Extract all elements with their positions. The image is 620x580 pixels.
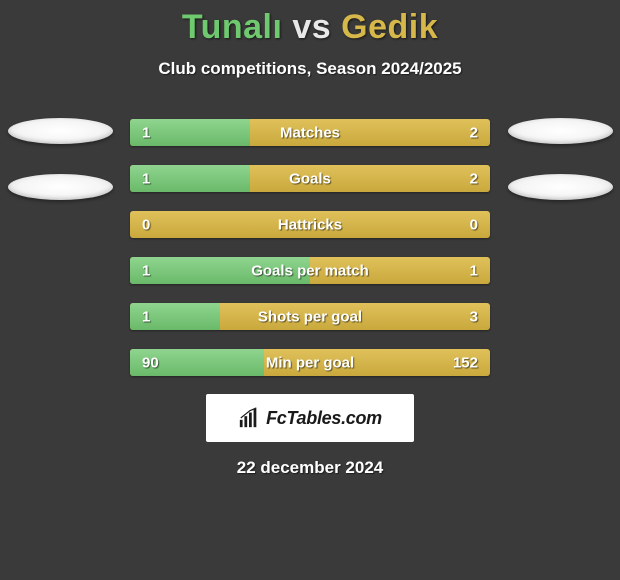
fctables-logo-icon — [238, 407, 260, 429]
stat-label: Goals — [289, 170, 331, 187]
branding-text: FcTables.com — [266, 408, 382, 429]
stat-row: 0 Hattricks 0 — [130, 211, 490, 238]
stat-row: 1 Matches 2 — [130, 119, 490, 146]
stat-row: 90 Min per goal 152 — [130, 349, 490, 376]
snapshot-date: 22 december 2024 — [0, 458, 620, 478]
vs-separator: vs — [292, 8, 331, 46]
stat-value-left: 1 — [142, 262, 150, 279]
stat-value-right: 0 — [470, 216, 478, 233]
stat-label: Goals per match — [251, 262, 369, 279]
season-subtitle: Club competitions, Season 2024/2025 — [0, 59, 620, 79]
avatar-ellipse — [8, 174, 113, 200]
avatar-ellipse — [508, 174, 613, 200]
stat-value-left: 0 — [142, 216, 150, 233]
stat-value-left: 90 — [142, 354, 159, 371]
stat-row: 1 Goals per match 1 — [130, 257, 490, 284]
stat-value-left: 1 — [142, 308, 150, 325]
stat-row: 1 Shots per goal 3 — [130, 303, 490, 330]
stat-value-right: 1 — [470, 262, 478, 279]
stat-value-left: 1 — [142, 170, 150, 187]
player1-name: Tunalı — [182, 8, 283, 46]
stat-label: Hattricks — [278, 216, 342, 233]
avatar-ellipse — [508, 118, 613, 144]
stat-label: Matches — [280, 124, 340, 141]
comparison-title: Tunalı vs Gedik — [0, 0, 620, 47]
stat-value-right: 152 — [453, 354, 478, 371]
stat-value-left: 1 — [142, 124, 150, 141]
player2-avatar-stack — [505, 118, 615, 200]
player2-name: Gedik — [341, 8, 438, 46]
avatar-ellipse — [8, 118, 113, 144]
stat-label: Shots per goal — [258, 308, 362, 325]
player1-avatar-stack — [5, 118, 115, 200]
stat-value-right: 3 — [470, 308, 478, 325]
branding-badge: FcTables.com — [206, 394, 414, 442]
stat-label: Min per goal — [266, 354, 354, 371]
stat-row: 1 Goals 2 — [130, 165, 490, 192]
stat-value-right: 2 — [470, 170, 478, 187]
stats-bar-list: 1 Matches 2 1 Goals 2 0 Hattricks 0 1 Goals per ma… — [130, 119, 490, 376]
stat-value-right: 2 — [470, 124, 478, 141]
